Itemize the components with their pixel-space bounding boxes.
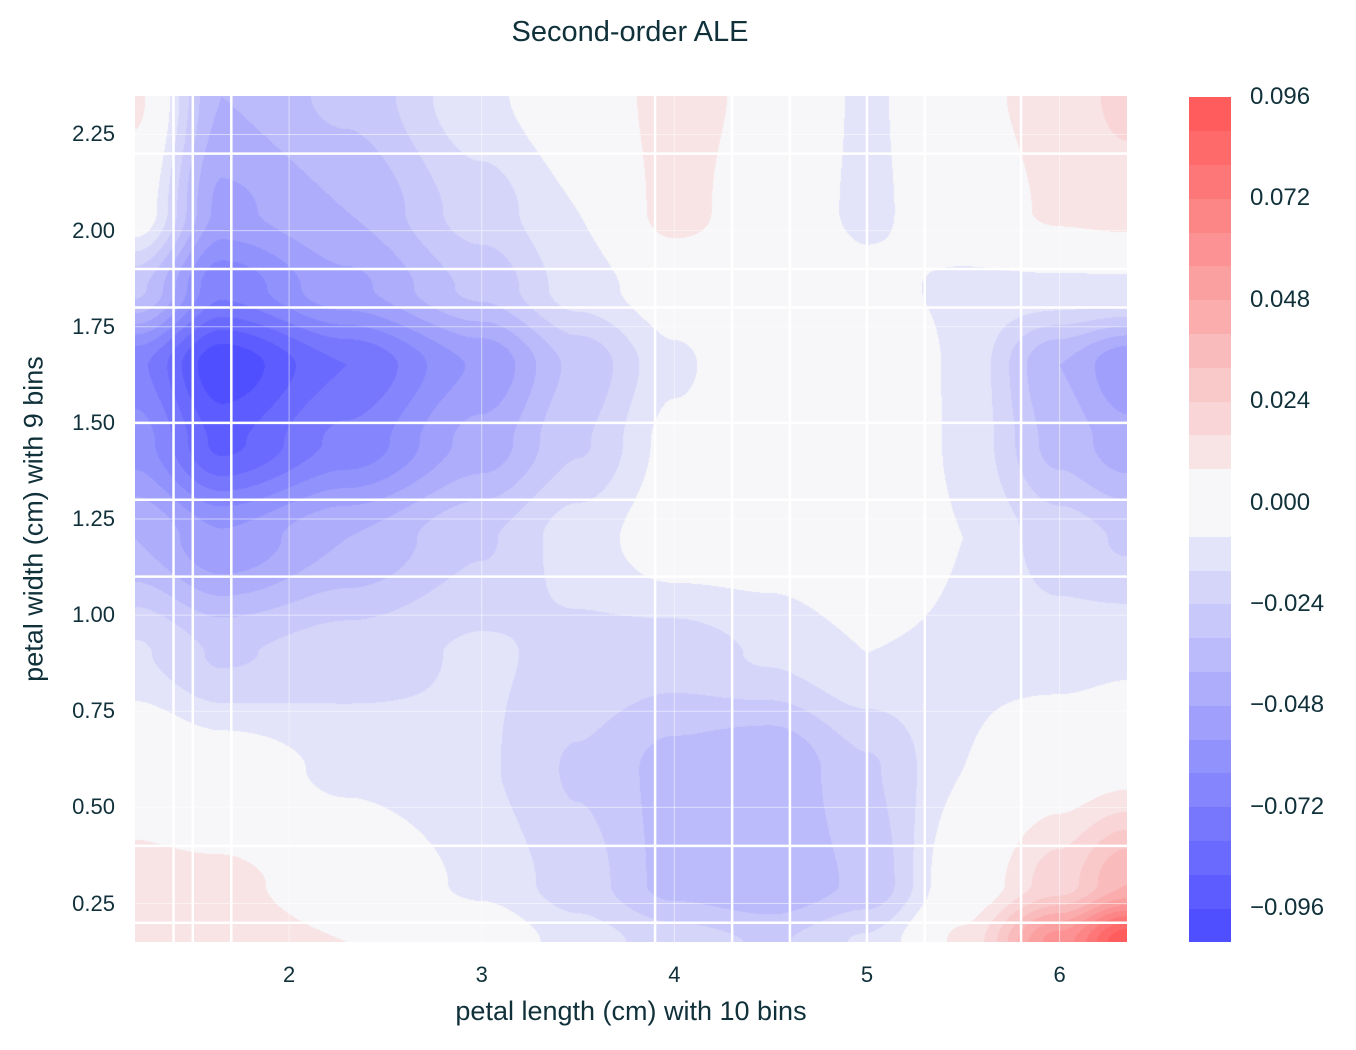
y-tick-label: 2.25	[72, 121, 115, 147]
colorbar-band	[1189, 130, 1231, 166]
colorbar-band	[1189, 604, 1231, 639]
y-tick-label: 0.50	[72, 794, 115, 820]
y-tick-label: 2.00	[72, 217, 115, 243]
colorbar-band	[1189, 266, 1231, 301]
colorbar-band	[1189, 333, 1231, 368]
colorbar-band	[1189, 874, 1231, 909]
colorbar-band	[1189, 705, 1231, 740]
colorbar-band	[1189, 367, 1231, 402]
colorbar-tick-label: 0.000	[1250, 488, 1311, 516]
bin-grid	[135, 96, 1127, 942]
colorbar-band	[1189, 637, 1231, 673]
colorbar-band	[1189, 502, 1231, 537]
x-tick-label: 6	[1053, 962, 1066, 987]
colorbar-band	[1189, 536, 1231, 571]
x-tick-label: 5	[860, 962, 874, 987]
y-tick-label: 0.75	[72, 698, 115, 724]
colorbar-band	[1189, 908, 1231, 943]
colorbar-band	[1189, 164, 1231, 199]
x-tick-label: 4	[668, 962, 681, 987]
y-tick-label: 1.00	[72, 602, 115, 628]
colorbar-tick-label: −0.072	[1250, 792, 1325, 820]
x-tick-label: 3	[475, 962, 488, 987]
colorbar-band	[1189, 401, 1231, 436]
y-tick-label: 0.25	[72, 890, 115, 916]
x-tick-label: 2	[282, 962, 296, 987]
y-tick-label: 1.50	[72, 409, 115, 435]
plot-area	[135, 96, 1127, 942]
y-tick-label: 1.75	[72, 313, 115, 339]
colorbar-band	[1189, 739, 1231, 774]
colorbar-tick-label: −0.048	[1250, 691, 1325, 719]
colorbar-band	[1189, 773, 1231, 808]
colorbar-tick-label: 0.048	[1250, 285, 1311, 313]
colorbar-tick-label: 0.024	[1250, 387, 1311, 415]
x-axis-label: petal length (cm) with 10 bins	[455, 996, 807, 1026]
colorbar-band	[1189, 232, 1231, 267]
colorbar-band	[1189, 840, 1231, 875]
y-axis-label: petal width (cm) with 9 bins	[18, 356, 49, 682]
colorbar-band	[1189, 671, 1231, 706]
colorbar	[1189, 97, 1231, 943]
colorbar-band	[1189, 299, 1231, 335]
colorbar-band	[1189, 198, 1231, 233]
colorbar-tick-label: −0.024	[1250, 590, 1325, 617]
colorbar-band	[1189, 570, 1231, 605]
colorbar-band	[1189, 97, 1231, 132]
colorbar-tick-label: 0.072	[1250, 184, 1311, 212]
chart-title: Second-order ALE	[511, 16, 749, 48]
colorbar-band	[1189, 435, 1231, 470]
colorbar-tick-label: −0.096	[1250, 894, 1325, 922]
colorbar-band	[1189, 806, 1231, 842]
y-tick-label: 1.25	[72, 506, 115, 531]
colorbar-band	[1189, 468, 1231, 504]
colorbar-tick-label: 0.096	[1250, 83, 1311, 110]
